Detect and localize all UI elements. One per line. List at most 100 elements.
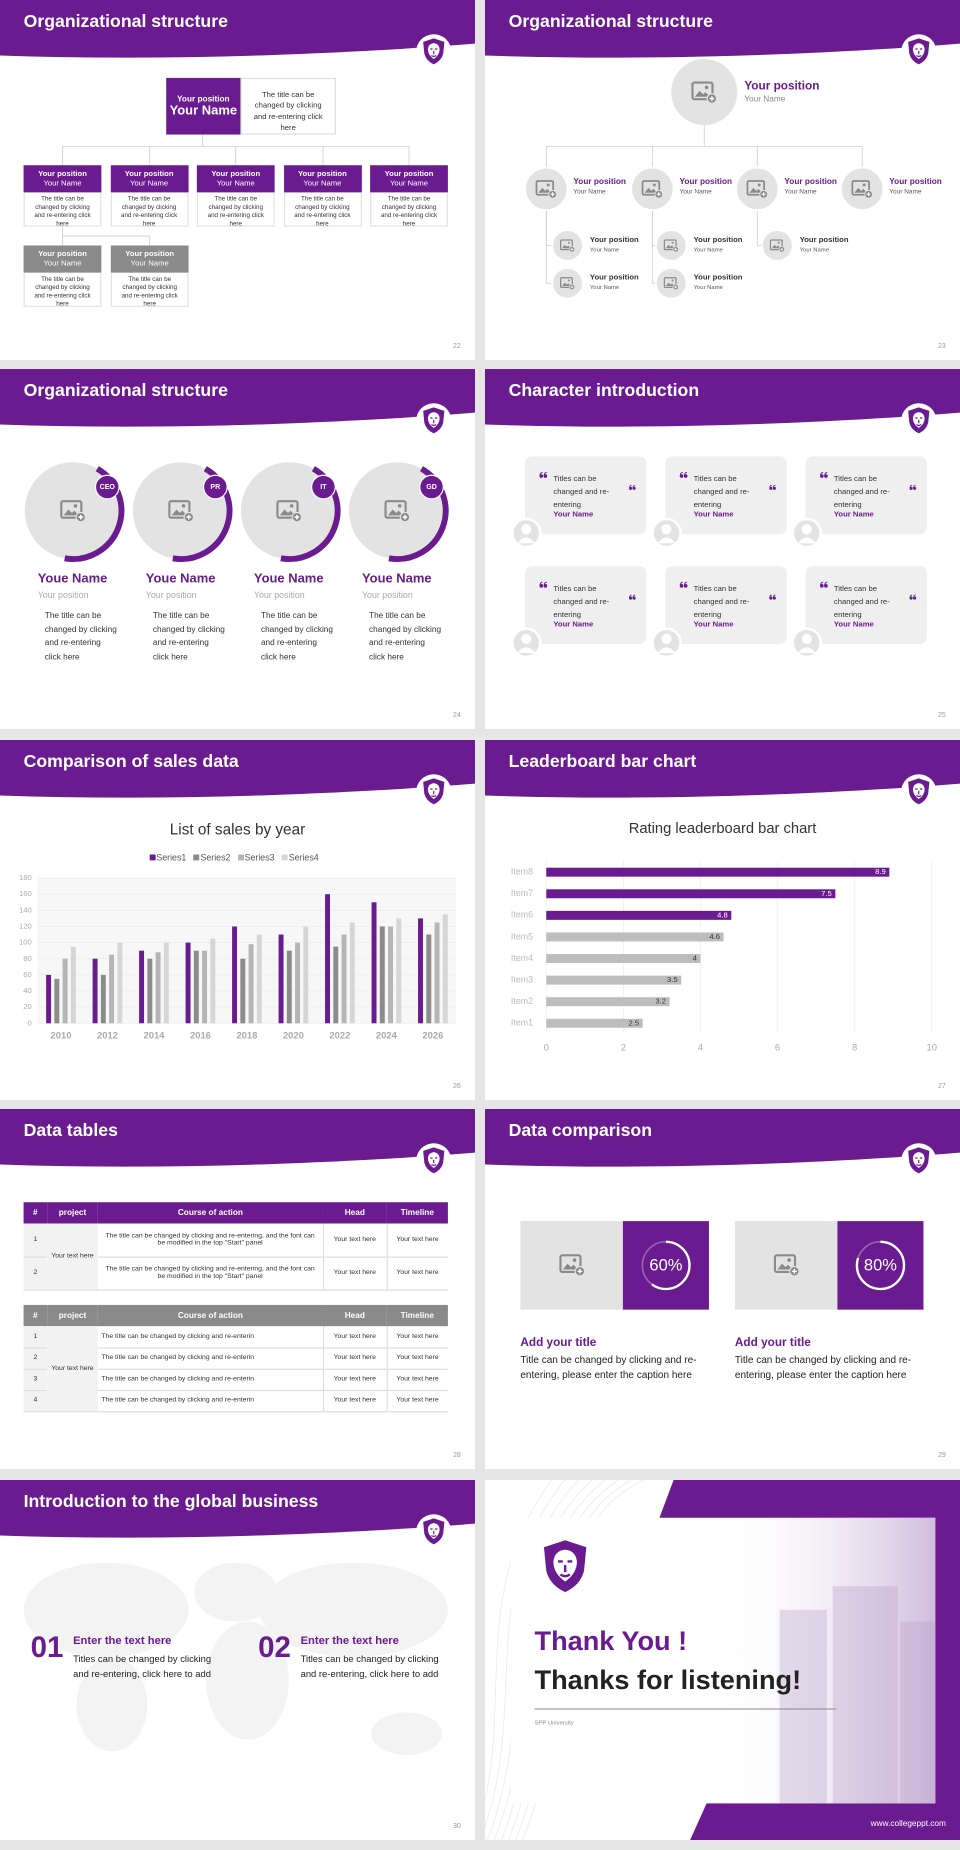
head-cell: Your text here — [322, 1347, 387, 1370]
slide-art — [0, 0, 476, 246]
member-description: The title can be changed by clicking and… — [370, 192, 448, 228]
card — [665, 566, 787, 645]
legend-label: Series3 — [244, 852, 275, 863]
website: www.collegeppt.com — [870, 1819, 946, 1829]
member-name: Your Name — [130, 179, 169, 189]
member-position: Your position — [38, 169, 87, 179]
map-shape — [371, 1712, 443, 1756]
row-number: 4 — [23, 1389, 48, 1412]
row-number: 1 — [23, 1326, 48, 1349]
header-cell: Head — [322, 1202, 387, 1224]
x-tick-label: 2020 — [283, 1030, 304, 1041]
slide: Character introduction 25 Titles can be ch… — [485, 369, 960, 729]
card-text: Titles can be changed and re-entering — [833, 475, 890, 510]
staff-name: Your Name — [693, 246, 723, 254]
person-position: Your position — [37, 589, 89, 601]
top-name: Your Name — [744, 95, 786, 104]
badge — [311, 474, 336, 500]
header-band — [485, 740, 960, 798]
slide-title: Organizational structure — [23, 11, 228, 32]
value-label: 2.5 — [628, 1018, 639, 1027]
page-number: 27 — [937, 1083, 946, 1091]
map-shape — [259, 1562, 448, 1658]
row-number: 3 — [23, 1368, 48, 1391]
slide-art: 0 20 40 60 80 100 120 140 160 180 2010 2012 2014 2016… — [0, 740, 476, 1041]
x-tick-label: 8 — [852, 1042, 857, 1053]
manager-position: Your position — [889, 178, 942, 187]
page-number: 29 — [937, 1452, 946, 1460]
bar — [248, 944, 254, 1024]
legend-swatch — [149, 854, 156, 861]
point-heading: Enter the text here — [300, 1634, 399, 1648]
x-tick-label: 2016 — [190, 1030, 211, 1041]
header-band — [0, 0, 476, 58]
photo-circle — [655, 229, 688, 262]
person-name: Youe Name — [361, 572, 432, 587]
card-text: Titles can be changed and re-entering — [833, 584, 890, 620]
card — [525, 456, 647, 535]
slide: CEO PR IT GD Organizational structure 24 Youe … — [0, 369, 476, 729]
plot-background — [37, 878, 457, 1024]
y-tick-label: 140 — [19, 905, 32, 914]
x-tick-label: 2010 — [50, 1030, 71, 1041]
value-label: 4 — [693, 954, 698, 963]
map-shape — [206, 1621, 289, 1740]
manager-name: Your Name — [679, 188, 712, 196]
point-heading: Enter the text here — [73, 1634, 172, 1648]
x-tick-label: 2014 — [143, 1030, 165, 1041]
value-label: 4.6 — [709, 932, 720, 941]
bar — [147, 958, 153, 1024]
bar — [240, 958, 246, 1024]
member-header: Your position Your Name — [110, 165, 189, 193]
item-text: Title can be changed by clicking and re-… — [520, 1353, 697, 1381]
bar — [333, 946, 339, 1024]
ring-value — [855, 1240, 906, 1291]
bar — [185, 942, 191, 1024]
slide-art — [485, 369, 960, 659]
chart-title: List of sales by year — [169, 820, 306, 838]
photo-circle — [551, 267, 584, 300]
position: Your position — [177, 95, 230, 104]
card — [805, 456, 928, 535]
slide: Data comparison 29 60% Add your title Title … — [485, 1109, 960, 1469]
page-number: 23 — [937, 343, 946, 351]
y-tick-label: 40 — [23, 986, 32, 995]
member-position: Your position — [297, 169, 347, 179]
bar — [434, 922, 440, 1024]
value-label: 8.9 — [875, 867, 886, 876]
bar — [371, 902, 377, 1024]
ring-label: 80% — [863, 1255, 897, 1275]
staff-position: Your position — [589, 273, 639, 283]
member-position: Your position — [211, 169, 261, 179]
bar — [325, 894, 331, 1024]
badge-label: CEO — [100, 484, 116, 491]
member-header: Your position Your Name — [196, 165, 275, 193]
map-shape — [194, 1562, 277, 1622]
photo-circle — [671, 59, 738, 126]
bar — [295, 942, 301, 1024]
y-tick-label: 100 — [19, 938, 32, 947]
value-label: 4.8 — [717, 910, 728, 919]
x-tick-label: 2018 — [236, 1030, 257, 1041]
data-table: # project Course of action Head Timeline 1 You… — [23, 1202, 448, 1291]
building-image — [708, 1517, 936, 1804]
course-cell: The title can be changed by clicking and… — [97, 1347, 323, 1370]
bar — [546, 889, 836, 899]
table-row: 1 Your text here The title can be changed … — [23, 1223, 448, 1291]
badge-label: GD — [426, 484, 437, 491]
caption: SPP University — [534, 1719, 574, 1727]
avatar — [510, 517, 542, 549]
category-label: Item3 — [511, 974, 533, 984]
bar — [341, 934, 347, 1024]
row-number: 2 — [23, 1347, 48, 1370]
header-band — [0, 1480, 476, 1538]
legend-label: Series1 — [156, 852, 187, 863]
slide-title: Organizational structure — [23, 380, 228, 401]
building-shape — [899, 1621, 936, 1804]
header-band — [0, 1109, 476, 1167]
member-description: The title can be changed by clicking and… — [110, 192, 189, 228]
category-label: Item4 — [511, 953, 533, 963]
bar — [546, 954, 701, 964]
bar — [54, 978, 60, 1024]
